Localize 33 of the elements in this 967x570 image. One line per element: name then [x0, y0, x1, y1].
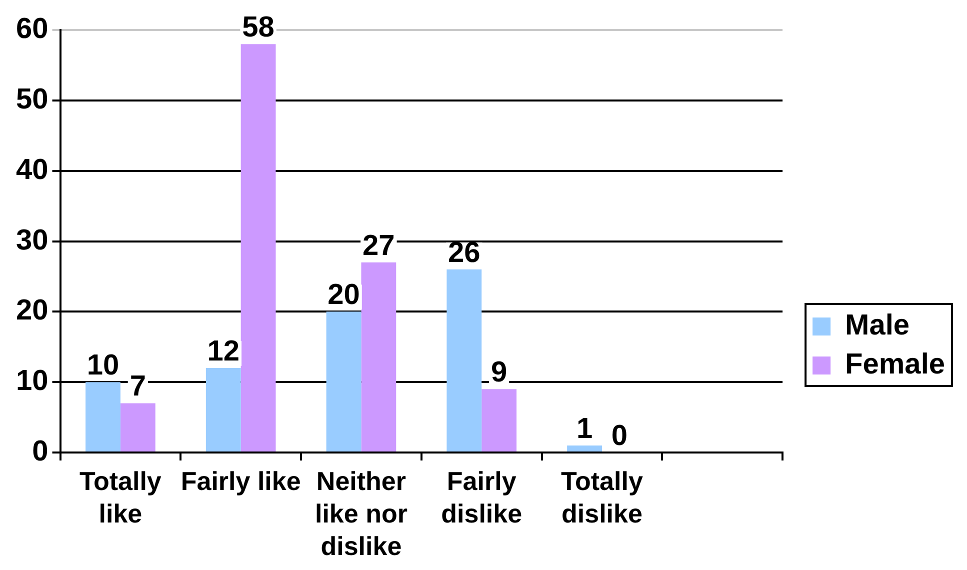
y-tick-label: 0	[32, 436, 48, 468]
data-label: 58	[242, 12, 274, 44]
bar	[206, 368, 241, 452]
data-label: 0	[611, 420, 628, 452]
y-tick-label: 30	[16, 224, 48, 256]
bar	[567, 445, 602, 452]
bar	[326, 312, 362, 452]
x-tick-label: Totally dislike	[561, 466, 644, 528]
bar	[240, 44, 276, 452]
data-label: 27	[362, 230, 395, 262]
data-label: 10	[86, 350, 120, 382]
y-tick-label: 40	[16, 154, 48, 186]
y-tick-label: 60	[16, 13, 48, 45]
bar	[86, 382, 120, 452]
bar	[482, 389, 517, 452]
bar	[120, 403, 156, 452]
x-tick-label: Totally like	[80, 466, 162, 528]
data-label: 9	[490, 356, 508, 389]
y-tick-label: 20	[16, 294, 48, 327]
data-label: 1	[576, 412, 593, 445]
data-label: 20	[328, 279, 360, 312]
x-tick-label: Fairly like	[180, 466, 301, 496]
x-tick-label: Neither like nor dislike	[314, 466, 408, 561]
y-tick-label: 50	[16, 83, 48, 116]
bar	[361, 262, 396, 452]
x-tick-label: Fairly dislike	[441, 466, 522, 528]
data-label: 7	[130, 370, 146, 403]
y-tick-label: 10	[16, 365, 48, 398]
legend-label: Male	[845, 310, 910, 342]
bar	[446, 269, 482, 452]
data-label: 12	[207, 336, 240, 368]
legend-label: Female	[845, 348, 946, 380]
data-label: 26	[448, 236, 480, 269]
